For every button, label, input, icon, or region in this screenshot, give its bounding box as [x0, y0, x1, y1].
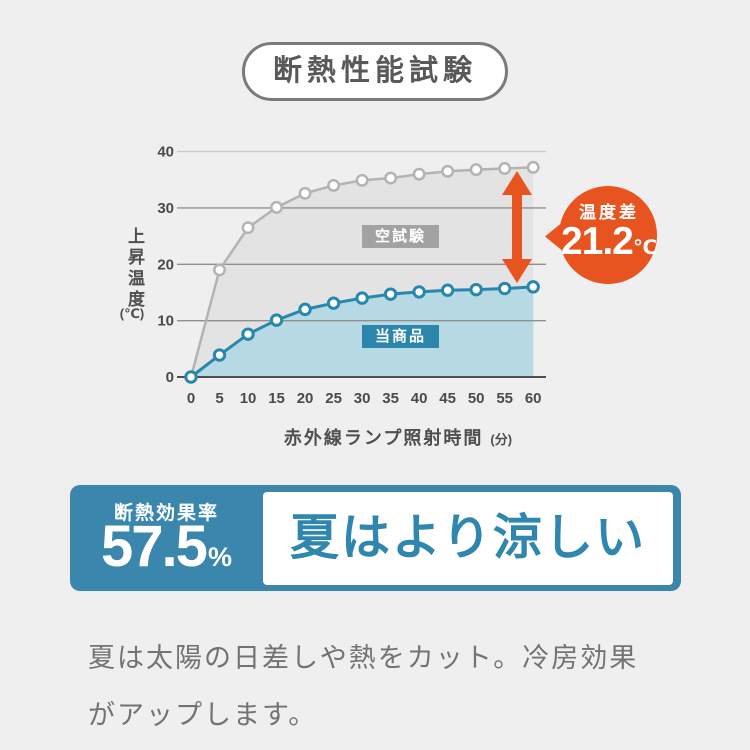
data-point	[298, 302, 312, 317]
x-axis-title-unit: (分)	[490, 432, 513, 447]
description-text: 夏は太陽の日差しや熱をカット。冷房効果 がアップします。	[88, 630, 688, 744]
result-banner: 断熱効果率 57.5% 夏はより涼しい	[70, 485, 681, 591]
y-tick-0: 0	[166, 369, 174, 386]
x-tick-5: 5	[215, 390, 223, 407]
chart-svg: 0 10 20 30 40 0 5 10 15 20 25 30 35 40 45 50 55 60	[157, 144, 657, 407]
y-tick-20: 20	[157, 256, 174, 273]
diff-badge-value: 21.2℃	[549, 219, 669, 273]
data-point	[469, 163, 483, 177]
data-point	[355, 173, 369, 187]
x-tick-25: 25	[325, 390, 342, 407]
x-tick-35: 35	[382, 390, 399, 407]
x-tick-60: 60	[525, 390, 542, 407]
insulation-rate-label: 断熱効果率	[113, 503, 219, 524]
data-point	[497, 281, 512, 296]
data-point	[383, 287, 398, 301]
page-title-text: 断熱性能試験	[272, 55, 478, 87]
diff-badge-unit: ℃	[632, 237, 658, 259]
data-point	[241, 221, 255, 235]
data-point	[355, 291, 369, 305]
x-tick-20: 20	[297, 390, 314, 407]
data-point	[412, 285, 426, 299]
x-tick-15: 15	[268, 390, 285, 407]
data-point	[241, 327, 255, 341]
data-point	[212, 348, 227, 362]
x-tick-0: 0	[187, 390, 195, 407]
diff-arrow	[502, 171, 532, 283]
headline-text: 夏はより涼しい	[289, 511, 647, 565]
headline-box: 夏はより涼しい	[263, 492, 673, 585]
x-tick-45: 45	[439, 390, 456, 407]
insulation-rate: 断熱効果率 57.5%	[70, 485, 263, 591]
insulation-rate-unit: %	[207, 542, 232, 572]
y-axis-unit: (℃)	[119, 306, 145, 321]
y-tick-30: 30	[157, 200, 174, 217]
x-tick-10: 10	[240, 390, 257, 407]
insulation-rate-value: 57.5%	[70, 515, 263, 594]
x-tick-55: 55	[496, 390, 513, 407]
y-axis-title: 上昇温度	[125, 227, 144, 311]
data-point	[412, 167, 426, 181]
diff-badge-circle	[559, 186, 657, 284]
x-axis-title-text: 赤外線ランプ照射時間	[283, 428, 484, 448]
page-title: 断熱性能試験	[241, 42, 509, 101]
series-label-product: 当商品	[362, 325, 439, 348]
diff-badge-number: 21.2	[560, 220, 634, 263]
y-tick-40: 40	[157, 144, 174, 161]
x-tick-50: 50	[468, 390, 485, 407]
data-point	[440, 283, 455, 297]
data-point	[327, 178, 341, 192]
data-point	[441, 164, 455, 178]
diff-badge-label: 温度差	[579, 203, 639, 222]
diff-badge-tail	[545, 221, 564, 252]
data-point	[269, 313, 284, 327]
data-point	[384, 171, 398, 185]
data-point	[526, 160, 540, 174]
data-point	[270, 200, 283, 214]
data-point	[326, 296, 341, 310]
data-point	[298, 186, 312, 200]
x-tick-30: 30	[354, 390, 371, 407]
description-line-1: 夏は太陽の日差しや熱をカット。冷房効果	[88, 643, 639, 673]
data-point	[498, 162, 512, 175]
series-label-blank-test: 空試験	[362, 225, 439, 248]
x-tick-40: 40	[411, 390, 428, 407]
description-line-2: がアップします。	[88, 700, 318, 730]
y-tick-10: 10	[157, 313, 174, 330]
data-point	[184, 370, 198, 384]
x-axis-title: 赤外線ランプ照射時間 (分)	[198, 424, 598, 450]
data-point	[469, 282, 483, 297]
data-point	[526, 280, 540, 294]
data-point	[213, 263, 226, 277]
insulation-rate-number: 57.5	[101, 514, 208, 579]
